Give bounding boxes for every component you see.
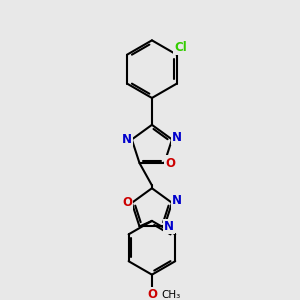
Text: CH₃: CH₃ — [161, 290, 181, 300]
Text: N: N — [172, 194, 182, 207]
Text: N: N — [122, 133, 132, 146]
Text: O: O — [147, 288, 157, 300]
Text: O: O — [122, 196, 132, 209]
Text: N: N — [172, 131, 182, 144]
Text: N: N — [164, 220, 174, 233]
Text: O: O — [165, 157, 175, 169]
Text: Cl: Cl — [174, 40, 187, 54]
